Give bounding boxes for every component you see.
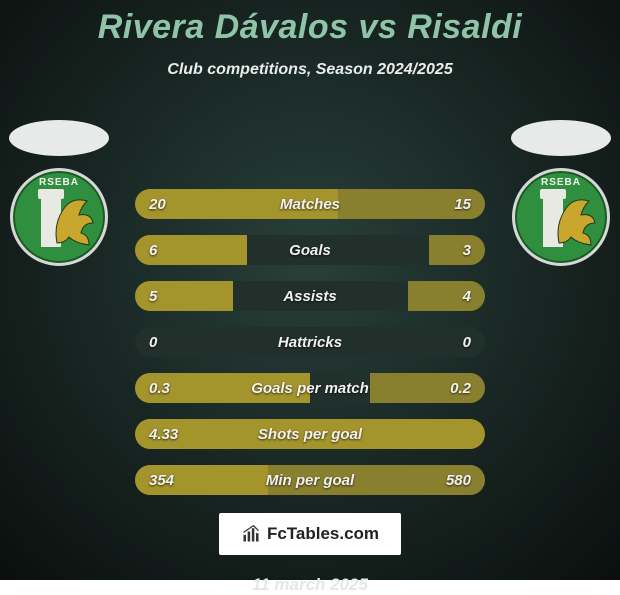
stat-value-left: 20 [135,196,205,213]
stat-value-left: 5 [135,288,205,305]
brand-chart-icon [241,524,261,544]
badge-label-right: RSEBA [515,177,607,188]
stat-value-right: 580 [415,472,485,489]
stat-label: Matches [205,196,415,213]
stat-value-right: 3 [415,242,485,259]
stat-value-left: 6 [135,242,205,259]
avatar-head-icon [511,120,611,156]
stat-label: Assists [205,288,415,305]
stat-value-left: 0 [135,334,205,351]
page-title: Rivera Dávalos vs Risaldi [0,0,620,47]
stat-value-right: 4 [415,288,485,305]
stat-value-right: 0.2 [415,380,485,397]
footer-brand[interactable]: FcTables.com [219,513,401,555]
club-badge-right-icon: RSEBA [512,168,610,266]
avatar-head-icon [9,120,109,156]
badge-label-left: RSEBA [13,177,105,188]
badge-fish-icon [553,193,597,249]
stat-row: 20Matches15 [135,189,485,219]
stat-value-left: 354 [135,472,205,489]
player-left: RSEBA [4,120,114,280]
stat-row: 6Goals3 [135,235,485,265]
date-text: 11 march 2025 [0,575,620,595]
badge-tower-icon [41,197,61,247]
stat-value-right: 0 [415,334,485,351]
card-content: Rivera Dávalos vs Risaldi Club competiti… [0,0,620,595]
stat-label: Hattricks [205,334,415,351]
stat-label: Goals per match [205,380,415,397]
stat-row: 5Assists4 [135,281,485,311]
stat-rows: 20Matches15 6Goals3 5Assists4 0Hattricks0 0.… [135,189,485,495]
stat-label: Shots per goal [205,426,415,443]
stat-label: Goals [205,242,415,259]
stat-value-left: 4.33 [135,426,205,443]
stat-row: 0Hattricks0 [135,327,485,357]
player-right: RSEBA [506,120,616,280]
footer-brand-text: FcTables.com [267,524,379,544]
badge-tower-icon [543,197,563,247]
stat-value-left: 0.3 [135,380,205,397]
stat-row: 4.33Shots per goal [135,419,485,449]
badge-fish-icon [51,193,95,249]
stat-row: 354Min per goal580 [135,465,485,495]
club-badge-left-icon: RSEBA [10,168,108,266]
stat-value-right: 15 [415,196,485,213]
subtitle: Club competitions, Season 2024/2025 [0,61,620,79]
stat-row: 0.3Goals per match0.2 [135,373,485,403]
stat-label: Min per goal [205,472,415,489]
